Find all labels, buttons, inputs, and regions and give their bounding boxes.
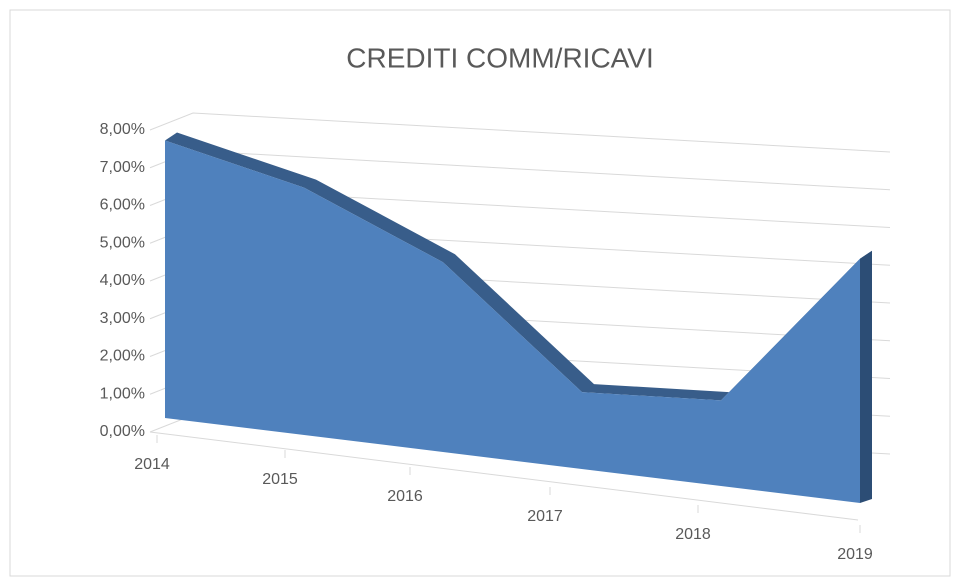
y-tick-label: 3,00% [100,310,145,327]
area-side [860,250,872,503]
x-tick-label: 2019 [837,546,873,563]
y-tick-label: 2,00% [100,348,145,365]
x-tick-label: 2018 [675,526,711,543]
x-tick-label: 2016 [387,488,423,505]
y-tick-label: 7,00% [100,159,145,176]
y-tick-label: 5,00% [100,234,145,251]
x-axis-line [149,431,859,521]
x-tick-label: 2015 [262,471,298,488]
y-tick-label: 1,00% [100,385,145,402]
area [165,140,860,503]
x-tick-label: 2014 [134,456,170,473]
chart-title: CREDITI COMM/RICAVI [346,42,653,73]
grid-line [149,112,891,153]
x-tick-label: 2017 [527,508,563,525]
area-top [165,132,872,401]
y-tick-label: 8,00% [100,121,145,138]
y-tick-label: 4,00% [100,272,145,289]
y-tick-label: 0,00% [100,423,145,440]
y-tick-label: 6,00% [100,197,145,214]
